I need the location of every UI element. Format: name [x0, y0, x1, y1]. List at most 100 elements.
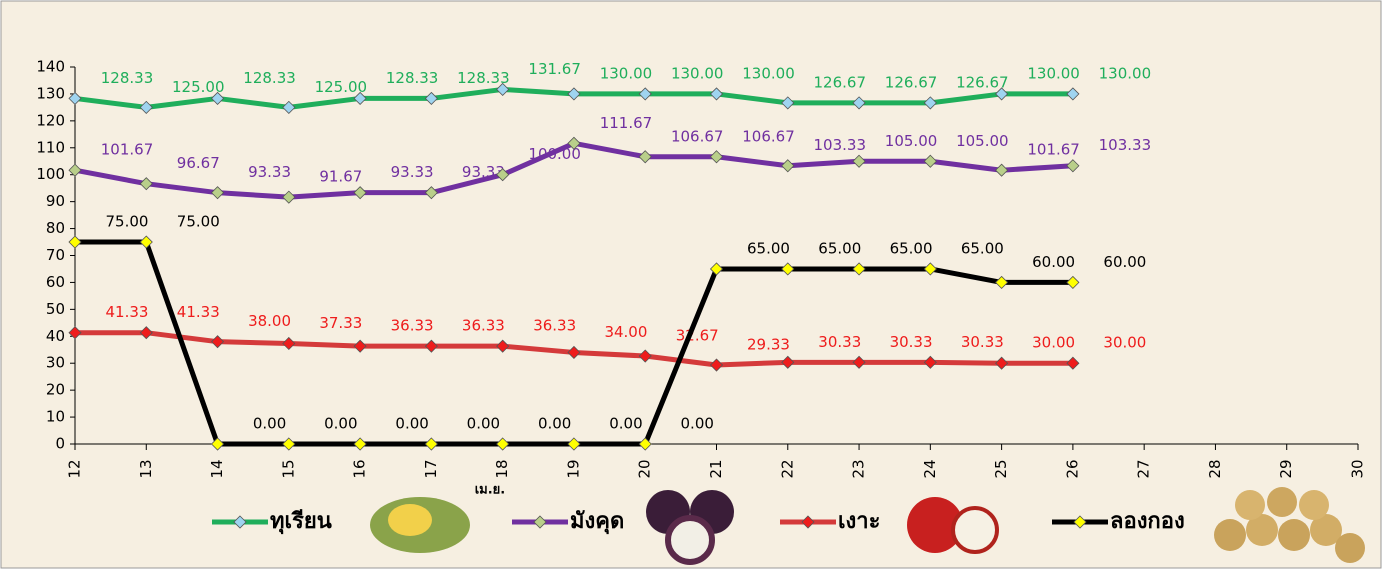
data-label: 75.00 [106, 213, 149, 231]
marker [139, 177, 153, 191]
data-label: 130.00 [742, 64, 795, 82]
mangosteen-icon [646, 490, 734, 565]
marker [638, 349, 652, 363]
data-label: 30.00 [1103, 334, 1146, 352]
marker [781, 96, 795, 110]
data-label: 0.00 [609, 415, 642, 433]
durian-icon [370, 497, 470, 553]
data-label: 36.33 [533, 317, 576, 335]
legend-marker [533, 515, 547, 529]
marker [496, 339, 510, 353]
marker [68, 326, 82, 340]
x-tick-label: 27 [1135, 459, 1153, 478]
marker [424, 91, 438, 105]
marker [68, 235, 82, 249]
data-label: 30.33 [961, 333, 1004, 351]
x-tick-label: 25 [992, 459, 1010, 478]
data-label: 105.00 [956, 132, 1009, 150]
data-label: 101.67 [1027, 141, 1080, 159]
data-label: 125.00 [172, 78, 225, 96]
data-label: 106.67 [742, 127, 795, 145]
legend-marker [233, 515, 247, 529]
y-tick-label: 120 [36, 111, 65, 129]
y-tick-label: 0 [55, 435, 65, 453]
marker [424, 339, 438, 353]
data-label: 103.33 [814, 136, 867, 154]
x-tick-label: 28 [1206, 459, 1224, 478]
data-label: 41.33 [177, 303, 220, 321]
marker [210, 437, 225, 451]
x-tick-label: 12 [66, 459, 84, 478]
marker [1066, 87, 1080, 101]
marker [923, 96, 937, 110]
data-label: 126.67 [814, 73, 867, 91]
x-tick-label: 26 [1063, 459, 1081, 478]
data-label: 34.00 [604, 323, 647, 341]
data-label: 93.33 [462, 163, 505, 181]
y-tick-label: 140 [36, 58, 65, 76]
x-tick-label: 15 [279, 459, 297, 478]
data-label: 128.33 [243, 69, 296, 87]
marker [709, 150, 724, 164]
data-label: 60.00 [1103, 253, 1146, 271]
marker [353, 437, 367, 451]
legend-marker [801, 515, 815, 529]
marker [282, 336, 296, 351]
data-label: 0.00 [253, 415, 286, 433]
data-label: 126.67 [956, 73, 1009, 91]
y-tick-label: 110 [36, 138, 65, 156]
data-label: 111.67 [600, 114, 653, 132]
rambutan-icon [907, 497, 999, 554]
marker [496, 168, 510, 182]
marker [210, 186, 225, 200]
marker [638, 150, 652, 164]
marker [282, 100, 296, 114]
y-tick-label: 60 [46, 273, 65, 291]
x-tick-label: 21 [707, 459, 725, 478]
x-tick-label: 13 [137, 459, 155, 478]
data-label: 125.00 [315, 78, 368, 96]
marker [995, 275, 1009, 289]
marker [567, 437, 581, 451]
data-label: 0.00 [681, 415, 714, 433]
data-label: 130.00 [671, 64, 724, 82]
marker [638, 437, 652, 451]
marker [923, 355, 937, 369]
marker [709, 87, 724, 101]
marker [1066, 275, 1080, 289]
marker [781, 355, 795, 369]
data-label: 75.00 [177, 213, 220, 231]
marker [496, 82, 510, 96]
marker [139, 326, 153, 340]
y-tick-label: 10 [46, 408, 65, 426]
x-tick-label: 16 [351, 459, 369, 478]
data-label: 30.33 [818, 333, 861, 351]
data-label: 126.67 [885, 73, 938, 91]
y-tick-label: 130 [36, 84, 65, 102]
data-label: 131.67 [528, 60, 581, 78]
data-label: 103.33 [1099, 136, 1152, 154]
y-tick-label: 70 [46, 246, 65, 264]
marker [1066, 356, 1080, 370]
marker [852, 96, 866, 110]
data-label: 65.00 [961, 239, 1004, 257]
x-tick-label: 20 [636, 459, 654, 478]
data-label: 65.00 [818, 239, 861, 257]
data-label: 32.67 [676, 327, 719, 345]
legend-marker [1073, 515, 1087, 529]
marker [353, 339, 367, 353]
y-tick-label: 90 [46, 192, 65, 210]
data-label: 41.33 [106, 303, 149, 321]
data-label: 93.33 [248, 163, 291, 181]
marker [424, 186, 438, 200]
data-label: 128.33 [101, 69, 154, 87]
data-label: 0.00 [467, 415, 500, 433]
data-label: 30.00 [1032, 334, 1075, 352]
data-label: 0.00 [395, 415, 428, 433]
marker [852, 154, 866, 168]
marker [852, 262, 866, 276]
marker [282, 190, 296, 204]
marker [424, 437, 438, 451]
data-label: 30.33 [890, 333, 933, 351]
x-tick-label: 19 [564, 459, 582, 478]
